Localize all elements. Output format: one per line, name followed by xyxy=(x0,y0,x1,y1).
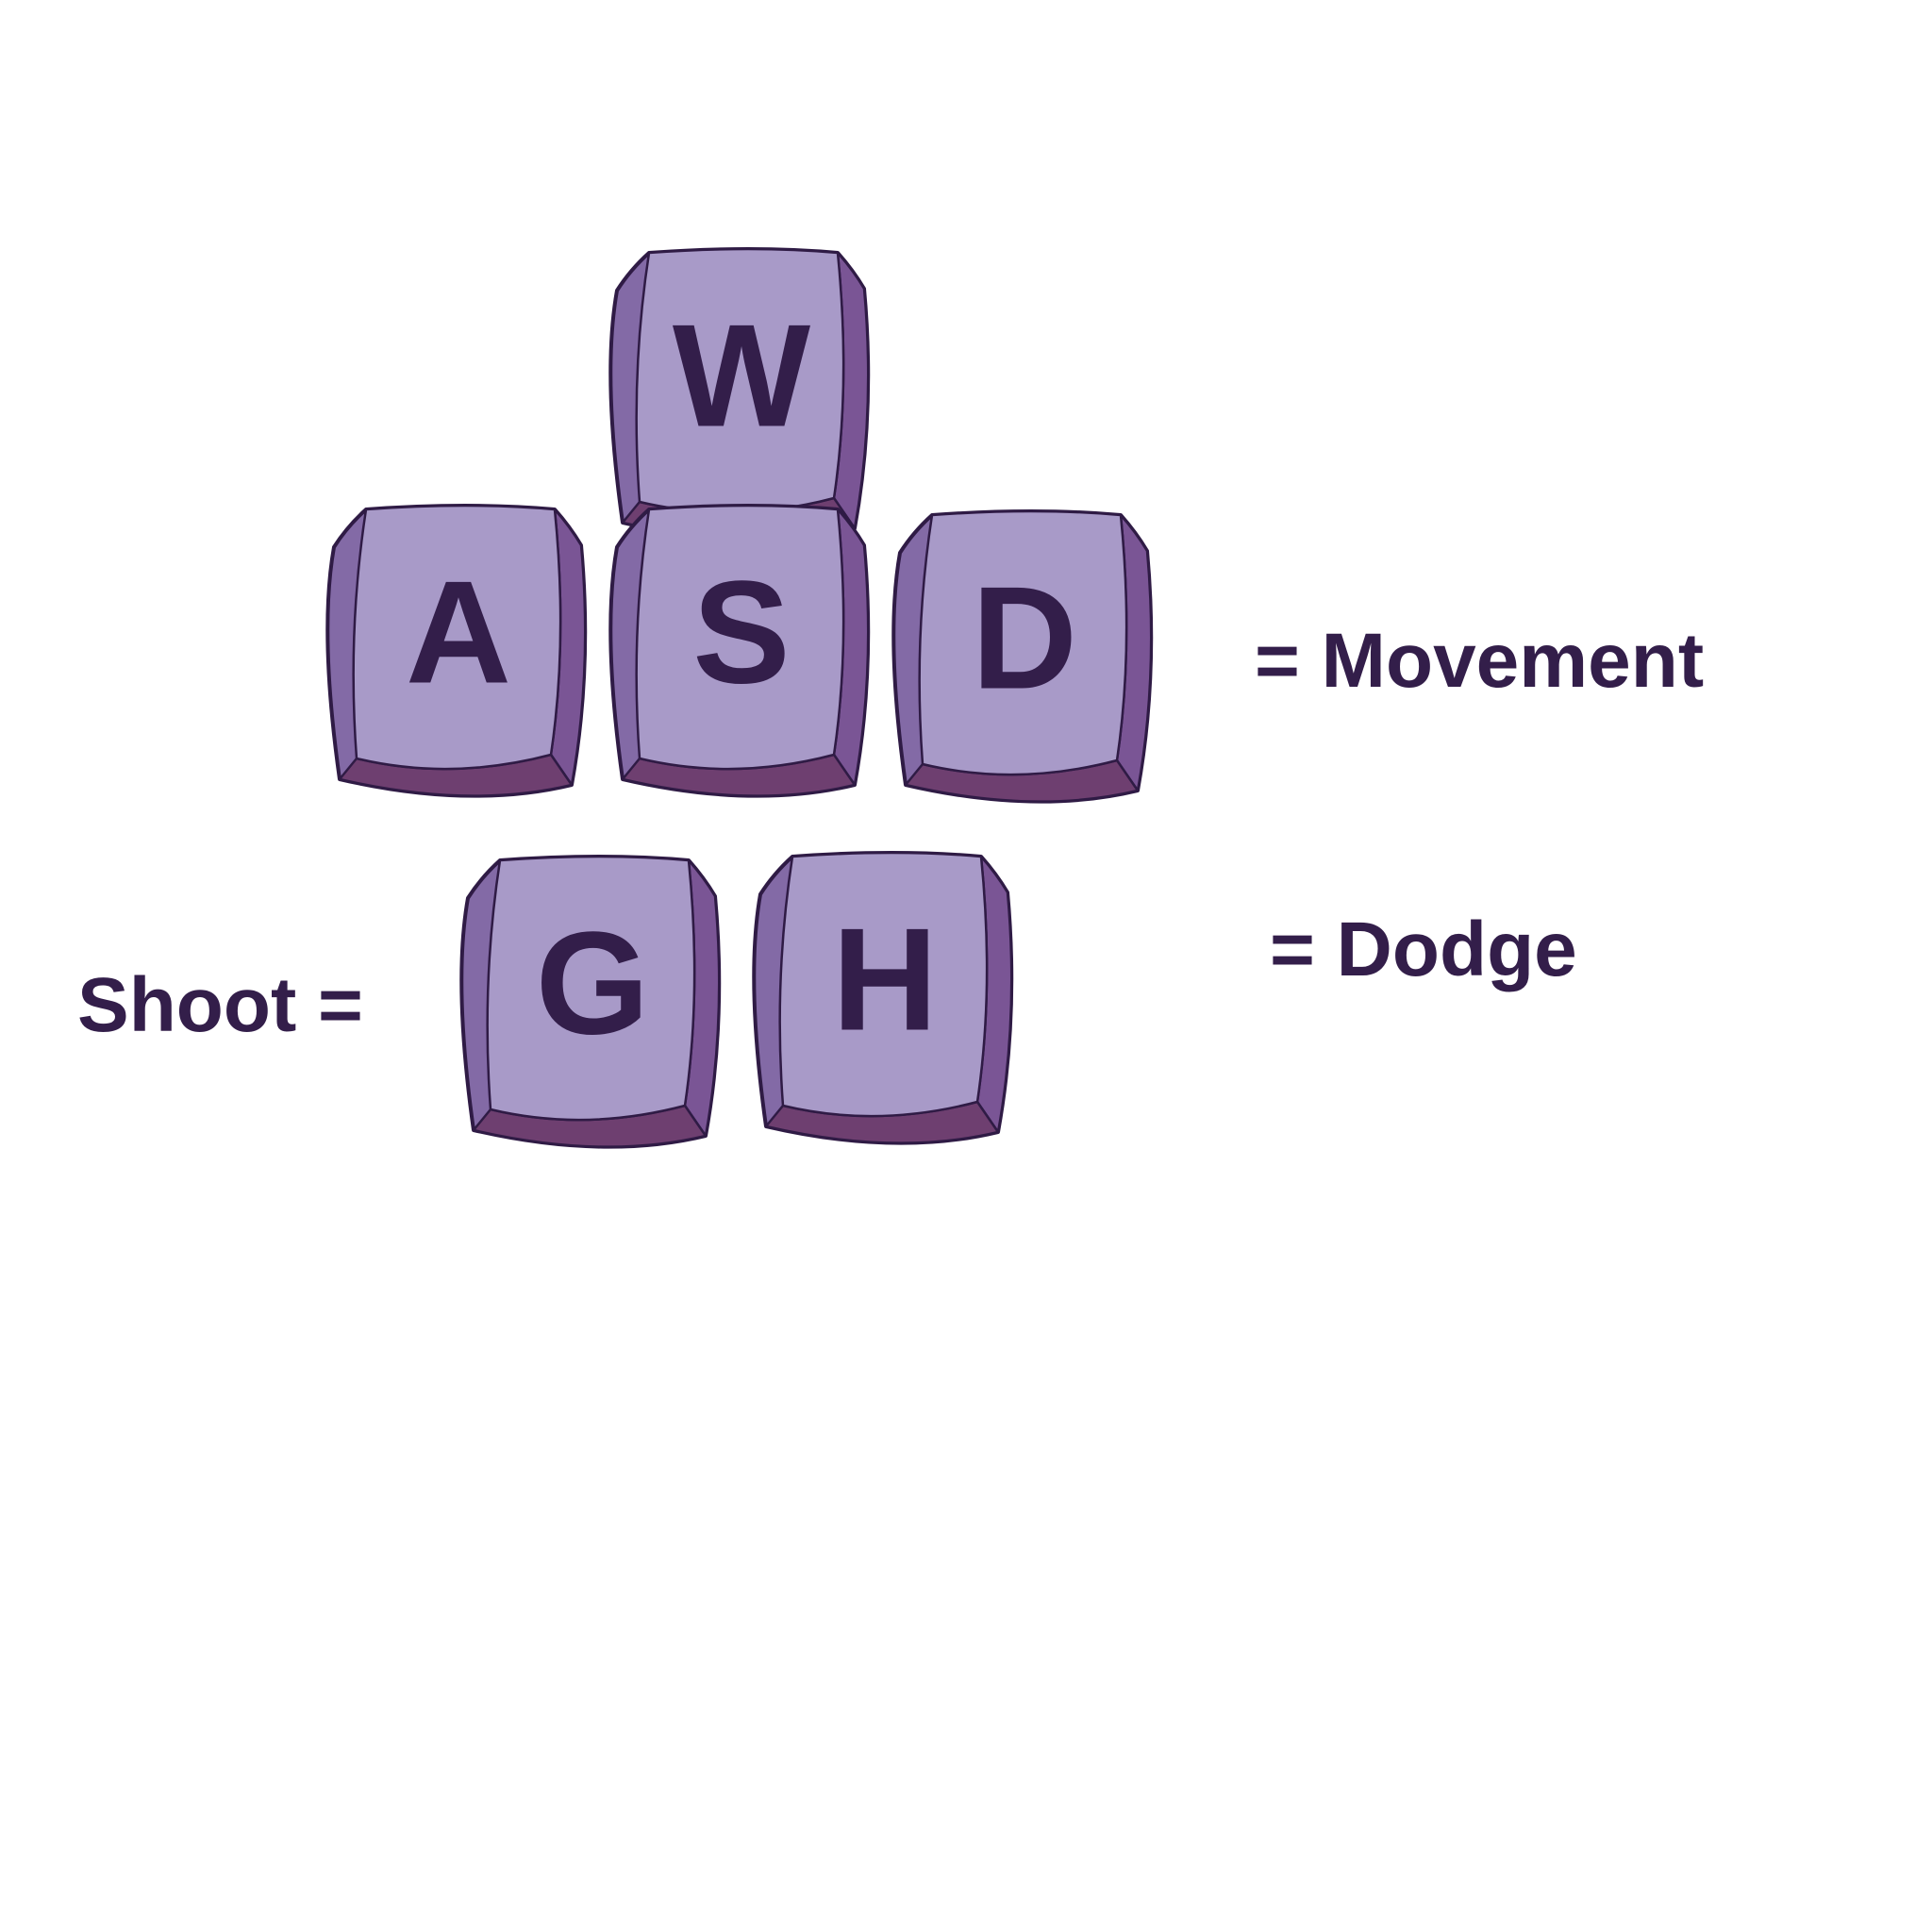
key-w: W xyxy=(608,247,871,541)
key-a-letter: A xyxy=(406,551,511,714)
key-s-letter: S xyxy=(692,551,790,714)
key-a: A xyxy=(325,504,588,798)
key-w-letter: W xyxy=(673,294,811,458)
key-h: H xyxy=(752,851,1014,1145)
key-s: S xyxy=(608,504,871,798)
dodge-label: = Dodge xyxy=(1270,907,1577,992)
key-h-letter: H xyxy=(832,898,938,1061)
shoot-label: Shoot = xyxy=(77,962,363,1048)
key-g-letter: G xyxy=(536,902,650,1065)
key-d-letter: D xyxy=(972,557,1077,720)
key-g: G xyxy=(459,855,722,1149)
movement-label: = Movement xyxy=(1255,618,1705,704)
key-d: D xyxy=(891,509,1154,804)
